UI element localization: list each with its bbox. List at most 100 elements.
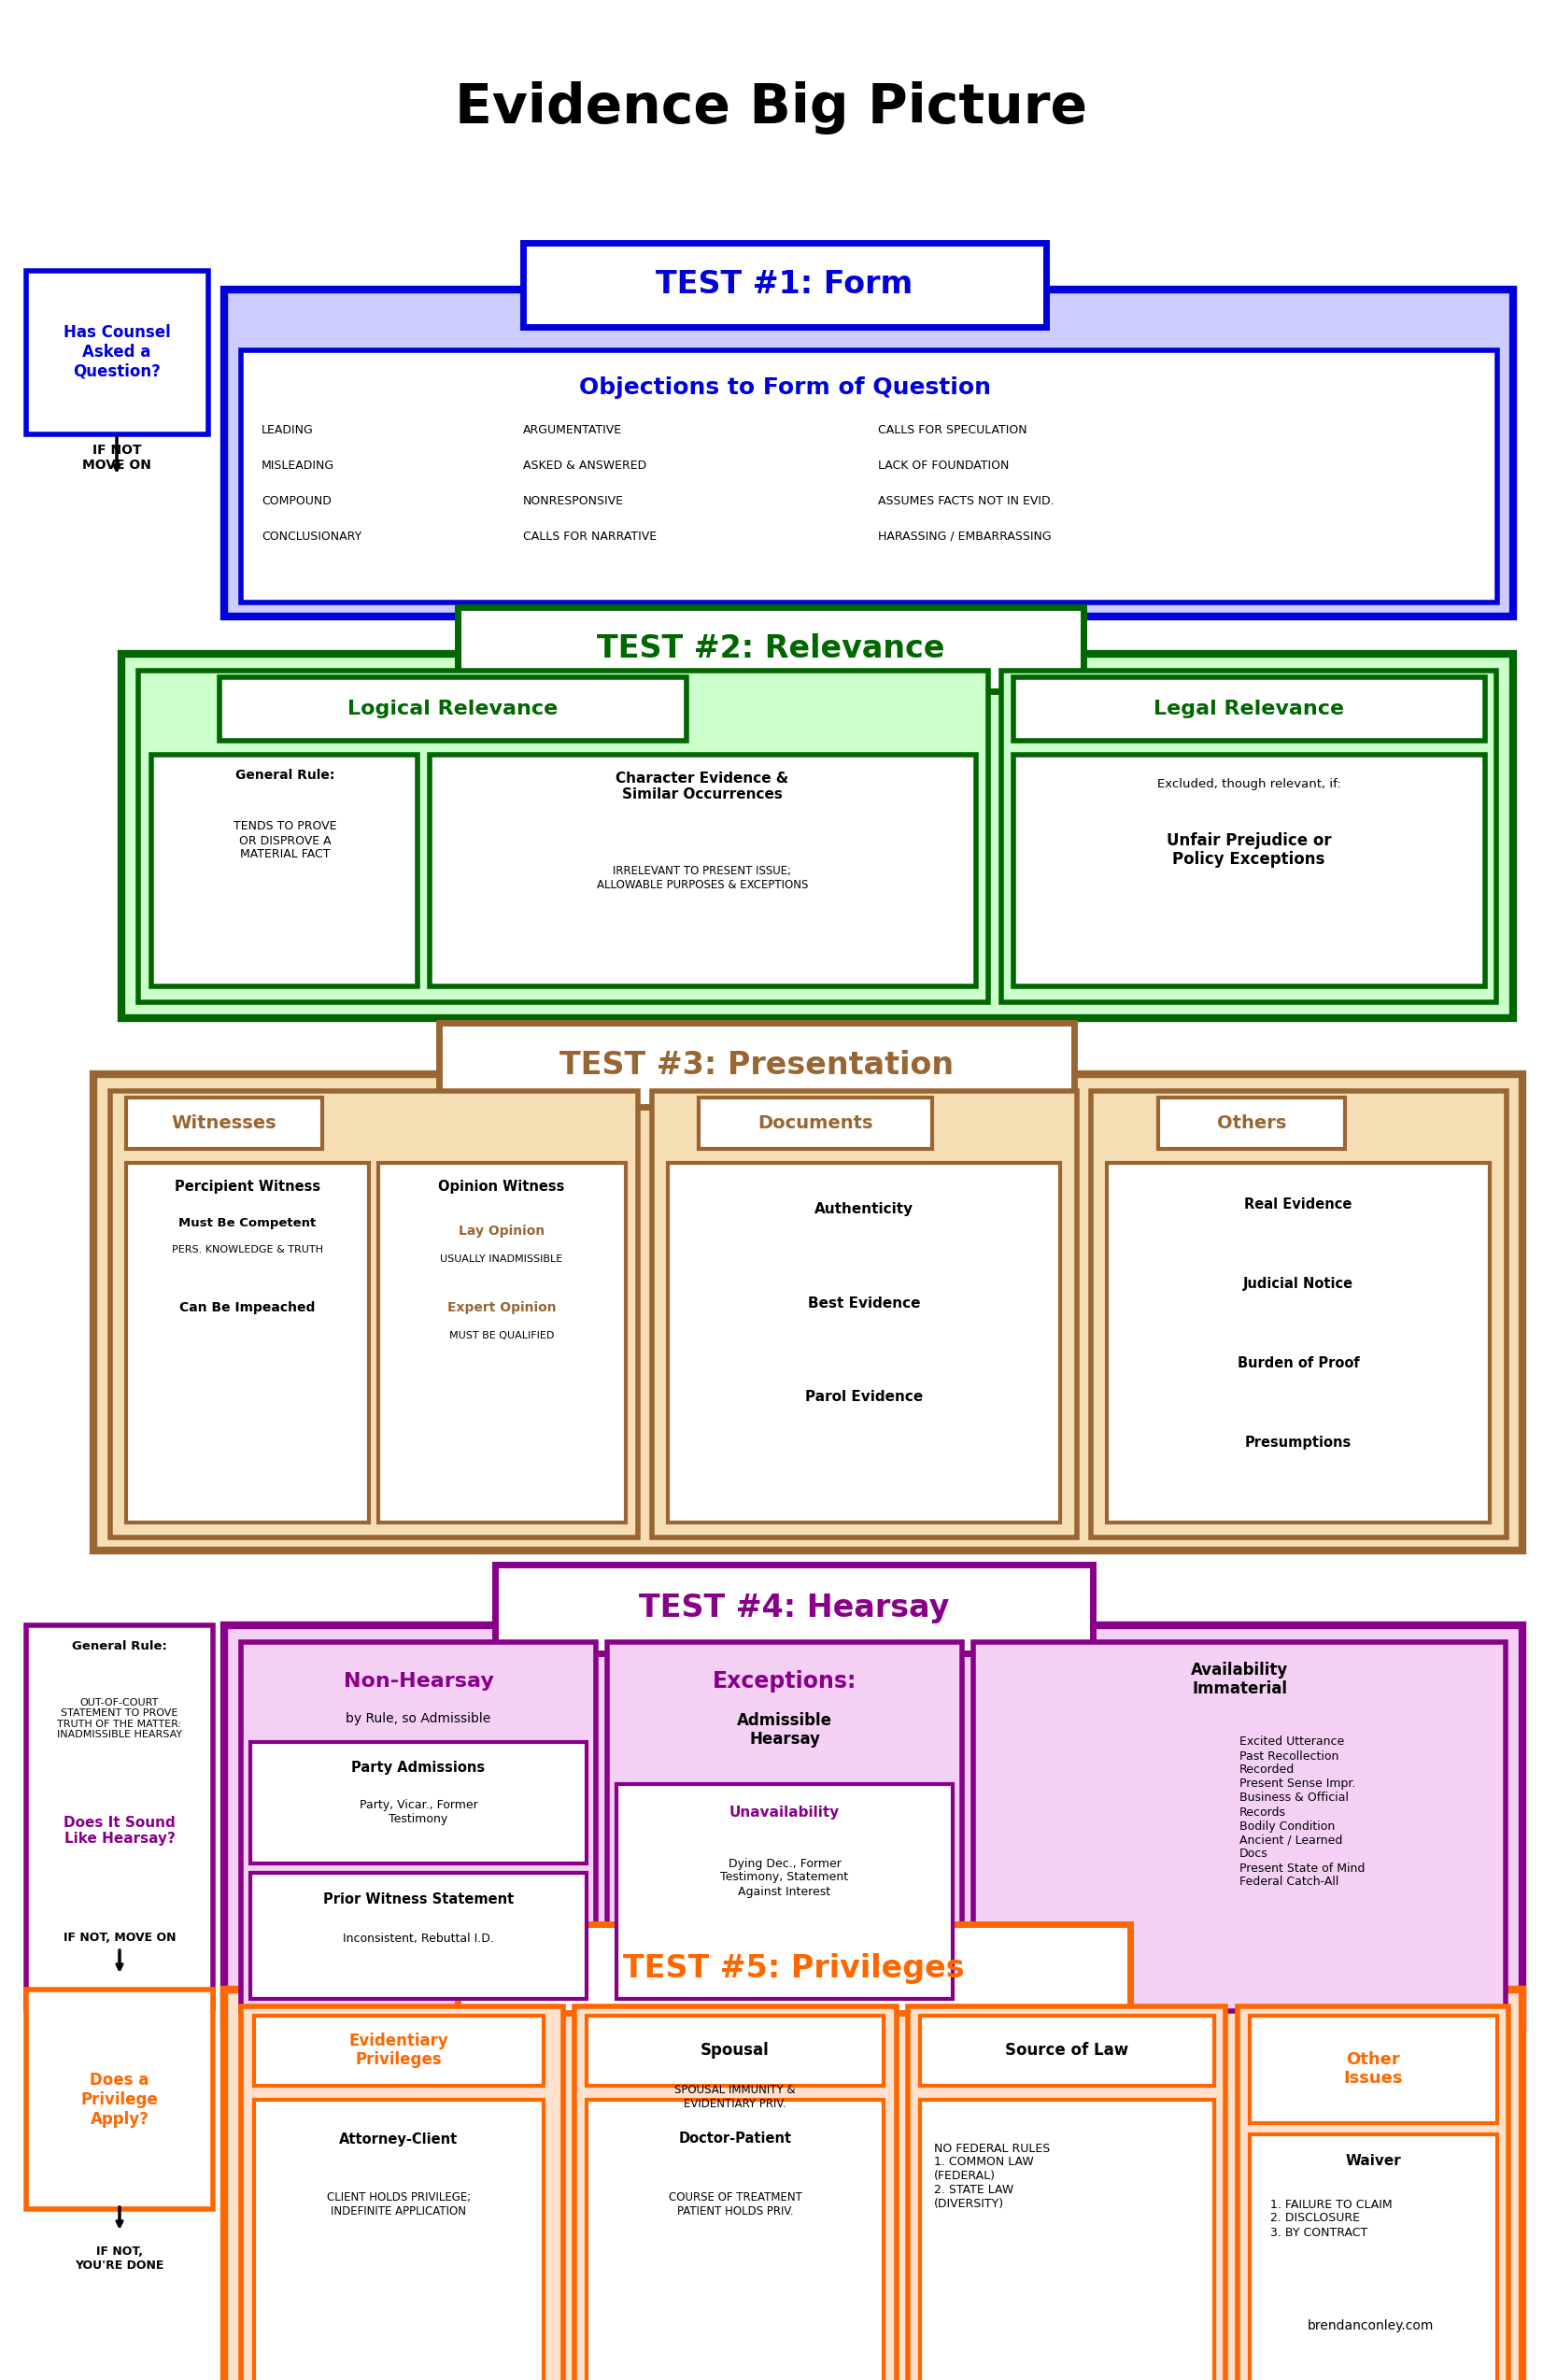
Bar xyxy=(250,1873,586,1999)
Text: Excited Utterance
Past Recollection
Recorded
Present Sense Impr.
Business & Offi: Excited Utterance Past Recollection Reco… xyxy=(1239,1735,1366,1887)
Text: Spousal: Spousal xyxy=(701,2042,770,2059)
Text: Percipient Witness: Percipient Witness xyxy=(174,1178,321,1192)
Text: Unfair Prejudice or
Policy Exceptions: Unfair Prejudice or Policy Exceptions xyxy=(1167,833,1332,869)
Text: Prior Witness Statement: Prior Witness Statement xyxy=(322,1892,514,1906)
Bar xyxy=(1237,2006,1509,2380)
Bar xyxy=(907,2006,1225,2380)
Text: Dying Dec., Former
Testimony, Statement
Against Interest: Dying Dec., Former Testimony, Statement … xyxy=(721,1856,849,1897)
Bar xyxy=(1250,2016,1497,2123)
Text: ASSUMES FACTS NOT IN EVID.: ASSUMES FACTS NOT IN EVID. xyxy=(878,495,1054,507)
Text: ASKED & ANSWERED: ASKED & ANSWERED xyxy=(523,459,647,471)
Text: Lay Opinion: Lay Opinion xyxy=(458,1226,545,1238)
Bar xyxy=(606,1642,961,2011)
Text: MUST BE QUALIFIED: MUST BE QUALIFIED xyxy=(449,1330,554,1340)
Text: TEST #2: Relevance: TEST #2: Relevance xyxy=(597,633,944,664)
Text: IF NOT
MOVE ON: IF NOT MOVE ON xyxy=(82,443,151,471)
Text: brendanconley.com: brendanconley.com xyxy=(1307,2318,1433,2332)
Text: General Rule:: General Rule: xyxy=(73,1640,167,1652)
Bar xyxy=(26,1990,213,2209)
Text: Unavailability: Unavailability xyxy=(730,1804,839,1818)
Text: Other
Issues: Other Issues xyxy=(1344,2052,1403,2087)
Text: Legal Relevance: Legal Relevance xyxy=(1154,700,1344,719)
Text: NONRESPONSIVE: NONRESPONSIVE xyxy=(523,495,623,507)
Bar xyxy=(974,1642,1506,2011)
Text: Evidentiary
Privileges: Evidentiary Privileges xyxy=(349,2033,449,2068)
Bar xyxy=(378,1164,626,1523)
Text: IRRELEVANT TO PRESENT ISSUE;
ALLOWABLE PURPOSES & EXCEPTIONS: IRRELEVANT TO PRESENT ISSUE; ALLOWABLE P… xyxy=(597,864,809,890)
Bar xyxy=(653,1090,1077,1537)
Bar xyxy=(255,2016,543,2085)
Text: TEST #1: Form: TEST #1: Form xyxy=(656,269,913,300)
Bar xyxy=(458,607,1083,690)
Text: General Rule:: General Rule: xyxy=(235,769,335,781)
Bar xyxy=(241,2006,563,2380)
Text: CALLS FOR SPECULATION: CALLS FOR SPECULATION xyxy=(878,424,1028,436)
Bar xyxy=(429,754,977,985)
Bar xyxy=(26,271,208,433)
Bar xyxy=(241,1642,596,2011)
Text: Logical Relevance: Logical Relevance xyxy=(347,700,559,719)
Bar xyxy=(1250,2135,1497,2380)
Bar xyxy=(127,1097,322,1150)
Bar xyxy=(1159,1097,1345,1150)
Text: Availability
Immaterial: Availability Immaterial xyxy=(1191,1661,1288,1697)
Bar xyxy=(586,2016,884,2085)
Text: by Rule, so Admissible: by Rule, so Admissible xyxy=(346,1711,491,1726)
Text: Waiver: Waiver xyxy=(1345,2154,1401,2168)
Text: IF NOT,
YOU'RE DONE: IF NOT, YOU'RE DONE xyxy=(76,2244,164,2271)
Text: TEST #5: Privileges: TEST #5: Privileges xyxy=(623,1954,964,1985)
Text: Others: Others xyxy=(1217,1114,1287,1130)
Bar xyxy=(1106,1164,1489,1523)
Bar xyxy=(110,1090,637,1537)
Text: Judicial Notice: Judicial Notice xyxy=(1244,1278,1353,1292)
Text: Parol Evidence: Parol Evidence xyxy=(805,1390,923,1404)
Text: Attorney-Client: Attorney-Client xyxy=(339,2132,458,2147)
Text: Authenticity: Authenticity xyxy=(815,1202,913,1216)
Text: Documents: Documents xyxy=(758,1114,873,1130)
Text: Excluded, though relevant, if:: Excluded, though relevant, if: xyxy=(1157,778,1341,790)
Text: Party, Vicar., Former
Testimony: Party, Vicar., Former Testimony xyxy=(360,1799,478,1825)
Bar xyxy=(219,678,687,740)
Bar xyxy=(920,2016,1214,2085)
Text: COMPOUND: COMPOUND xyxy=(261,495,332,507)
Text: USUALLY INADMISSIBLE: USUALLY INADMISSIBLE xyxy=(440,1254,563,1264)
Text: Real Evidence: Real Evidence xyxy=(1244,1197,1352,1211)
Text: Does a
Privilege
Apply?: Does a Privilege Apply? xyxy=(80,2073,159,2128)
Bar xyxy=(586,2099,884,2380)
Bar xyxy=(224,1990,1523,2380)
Text: Does It Sound
Like Hearsay?: Does It Sound Like Hearsay? xyxy=(63,1816,176,1847)
Bar xyxy=(241,350,1497,602)
Bar xyxy=(1001,671,1497,1002)
Text: PERS. KNOWLEDGE & TRUTH: PERS. KNOWLEDGE & TRUTH xyxy=(171,1245,322,1254)
Text: Expert Opinion: Expert Opinion xyxy=(447,1302,555,1314)
Text: NO FEDERAL RULES
1. COMMON LAW
(FEDERAL)
2. STATE LAW
(DIVERSITY): NO FEDERAL RULES 1. COMMON LAW (FEDERAL)… xyxy=(934,2142,1051,2211)
Bar xyxy=(1014,678,1484,740)
Bar xyxy=(122,654,1514,1019)
Text: ARGUMENTATIVE: ARGUMENTATIVE xyxy=(523,424,622,436)
Bar xyxy=(668,1164,1060,1523)
Text: Has Counsel
Asked a
Question?: Has Counsel Asked a Question? xyxy=(63,324,170,381)
Text: SPOUSAL IMMUNITY &
EVIDENTIARY PRIV.: SPOUSAL IMMUNITY & EVIDENTIARY PRIV. xyxy=(674,2085,796,2111)
Text: LACK OF FOUNDATION: LACK OF FOUNDATION xyxy=(878,459,1009,471)
Text: Doctor-Patient: Doctor-Patient xyxy=(679,2132,792,2147)
Text: Burden of Proof: Burden of Proof xyxy=(1237,1357,1359,1371)
Bar xyxy=(617,1785,952,1999)
Bar xyxy=(440,1023,1074,1107)
Text: CONCLUSIONARY: CONCLUSIONARY xyxy=(261,531,361,543)
Text: LEADING: LEADING xyxy=(261,424,313,436)
Text: Admissible
Hearsay: Admissible Hearsay xyxy=(738,1711,832,1747)
Text: Presumptions: Presumptions xyxy=(1245,1435,1352,1449)
Text: OUT-OF-COURT
STATEMENT TO PROVE
TRUTH OF THE MATTER:
INADMISSIBLE HEARSAY: OUT-OF-COURT STATEMENT TO PROVE TRUTH OF… xyxy=(57,1697,182,1740)
Text: COURSE OF TREATMENT
PATIENT HOLDS PRIV.: COURSE OF TREATMENT PATIENT HOLDS PRIV. xyxy=(668,2192,802,2218)
Bar xyxy=(139,671,988,1002)
Bar xyxy=(224,1626,1523,2028)
Bar xyxy=(920,2099,1214,2380)
Text: CLIENT HOLDS PRIVILEGE;
INDEFINITE APPLICATION: CLIENT HOLDS PRIVILEGE; INDEFINITE APPLI… xyxy=(327,2192,471,2218)
Bar xyxy=(26,1626,213,2009)
Text: Objections to Form of Question: Objections to Form of Question xyxy=(579,376,991,400)
Text: TEST #4: Hearsay: TEST #4: Hearsay xyxy=(639,1592,949,1623)
Text: Opinion Witness: Opinion Witness xyxy=(438,1178,565,1192)
Bar xyxy=(699,1097,932,1150)
Text: Witnesses: Witnesses xyxy=(171,1114,276,1130)
Text: Best Evidence: Best Evidence xyxy=(807,1297,920,1309)
